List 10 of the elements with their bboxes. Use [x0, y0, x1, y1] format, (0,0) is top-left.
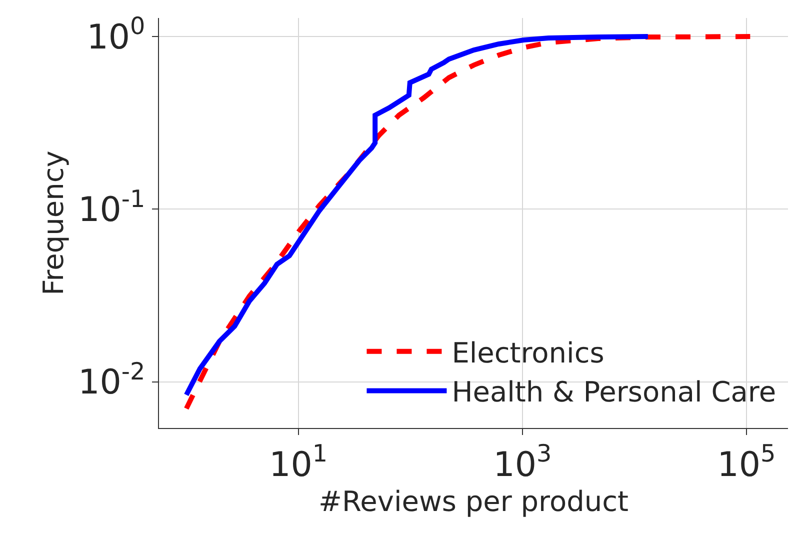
x-tick-label: 10$^{3}$ — [493, 440, 552, 485]
x-tick-label: 10$^{5}$ — [717, 440, 776, 485]
legend-label: Health & Personal Care — [452, 376, 776, 409]
y-tick-label: 10$^{0}$ — [86, 12, 146, 58]
legend-label: Electronics — [452, 336, 604, 370]
x-axis-title: #Reviews per product — [318, 484, 628, 518]
y-tick-label: 10$^{-2}$ — [78, 357, 146, 403]
y-axis-title: Frequency — [36, 150, 70, 296]
y-tick-label: 10$^{-1}$ — [78, 184, 146, 230]
x-tick-label: 10$^{1}$ — [269, 440, 328, 485]
